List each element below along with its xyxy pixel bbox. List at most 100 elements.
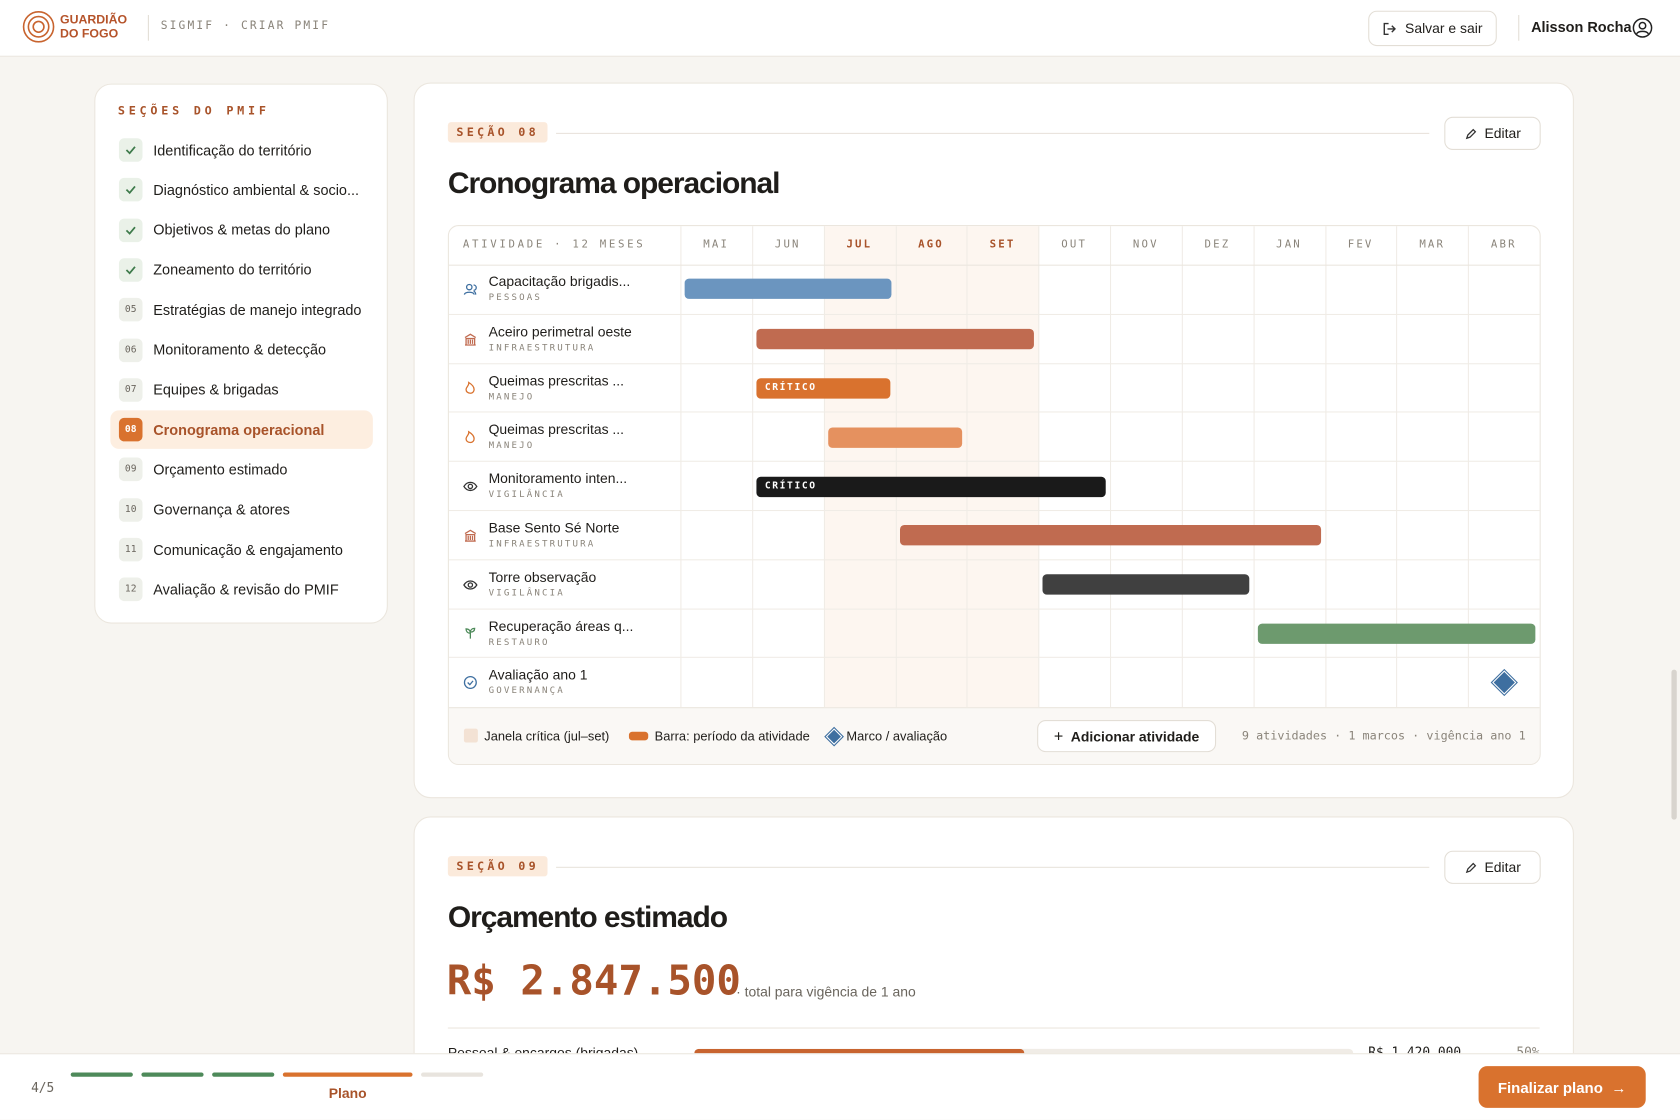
nav-number: 07: [124, 384, 137, 396]
activity-row: Aceiro perimetral oeste INFRAESTRUTURA: [448, 313, 1540, 364]
icon-path: [463, 284, 477, 295]
top-bar: GUARDIÃO DO FOGO SIGMIF · CRIAR PMIF Sal…: [0, 0, 1680, 57]
nav-label: Governança & atores: [153, 501, 290, 518]
logo: [22, 10, 55, 43]
nav-number: 06: [124, 344, 137, 356]
month-label: DEZ: [1204, 238, 1231, 251]
avatar-body: [1635, 30, 1650, 35]
legend-label: Janela crítica (jul–set): [484, 728, 610, 744]
nav-item[interactable]: 05 Estratégias de manejo integrado: [110, 291, 373, 330]
budget-total: R$ 2.847.500: [446, 956, 741, 1004]
activity-name: Recuperação áreas q...: [488, 617, 634, 634]
critical-column: [823, 226, 897, 708]
save-button[interactable]: Salvar e sair: [1368, 10, 1497, 47]
section-tag: SEÇÃO 08: [447, 122, 548, 143]
stepper: Plano: [70, 1072, 489, 1105]
month-column: [1181, 226, 1255, 708]
nav-number: 05: [124, 304, 137, 316]
scrollbar[interactable]: [1671, 669, 1677, 820]
nav-label: Estratégias de manejo integrado: [153, 301, 362, 318]
nav-icon: 09: [118, 457, 143, 482]
nav-icon: [118, 138, 143, 162]
icon-path: [463, 481, 478, 492]
check-icon: [125, 146, 136, 155]
activity-bar: CRÍTICO: [756, 476, 1106, 497]
month-column: [1038, 226, 1111, 708]
nav-number: 08: [124, 424, 137, 436]
icon-path: [125, 146, 136, 155]
icon-path: [1465, 128, 1476, 139]
month-column: [1110, 226, 1183, 708]
divider: [147, 15, 149, 41]
nav-number: 09: [124, 464, 137, 476]
edit-label: Editar: [1484, 859, 1521, 876]
breadcrumb: SIGMIF · CRIAR PMIF: [160, 19, 331, 33]
critical-column: [966, 226, 1040, 708]
activity-icon: [463, 676, 477, 690]
nav-number: 10: [124, 504, 137, 516]
nav-item[interactable]: 08 Cronograma operacional: [110, 410, 373, 450]
nav-item[interactable]: Objetivos & metas do plano: [110, 211, 373, 250]
nav-icon: 12: [118, 577, 143, 602]
nav-item[interactable]: 12 Avaliação & revisão do PMIF: [110, 570, 373, 609]
nav-icon: 06: [118, 338, 143, 362]
nav-label: Equipes & brigadas: [153, 381, 279, 398]
nav-item[interactable]: Zoneamento do território: [110, 251, 373, 290]
step-counter: 4/5: [31, 1080, 55, 1096]
edit-button[interactable]: Editar: [1444, 116, 1541, 151]
icon-path: [467, 483, 474, 490]
month-label: ABR: [1490, 238, 1517, 251]
month-label: FEV: [1347, 238, 1374, 251]
edit-button[interactable]: Editar: [1444, 850, 1541, 884]
month-label: SET: [989, 238, 1016, 251]
avatar-head: [1638, 21, 1647, 30]
nav-label: Comunicação & engajamento: [153, 541, 343, 558]
icon-path: [464, 529, 477, 542]
budget-track: [694, 1048, 1354, 1058]
activity-row: Queimas prescritas ... MANEJO: [448, 411, 1540, 462]
budget-bar: [694, 1048, 1024, 1058]
nav-item[interactable]: 06 Monitoramento & detecção: [110, 331, 373, 370]
nav-item[interactable]: 07 Equipes & brigadas: [110, 370, 373, 409]
icon-path: [465, 283, 473, 291]
pencil-icon: [1465, 862, 1476, 873]
logo-ring: [32, 20, 45, 33]
activity-category: PESSOAS: [488, 292, 542, 304]
finish-button[interactable]: Finalizar plano →: [1478, 1066, 1646, 1108]
activity-row: Base Sento Sé Norte INFRAESTRUTURA: [448, 510, 1540, 560]
divider: [1518, 15, 1520, 41]
step-bar: [212, 1072, 275, 1077]
legend-swatch: [463, 728, 478, 743]
rule: [556, 132, 1430, 134]
save-label: Salvar e sair: [1405, 20, 1483, 37]
nav-item[interactable]: 09 Orçamento estimado: [110, 450, 373, 489]
month-column: [1253, 226, 1326, 708]
activity-name: Torre observação: [488, 568, 597, 585]
nav-item[interactable]: Identificação do território: [110, 131, 373, 170]
user-name[interactable]: Alisson Rocha: [1531, 19, 1632, 36]
nav-icon: 11: [118, 537, 143, 562]
icon-path: [467, 680, 474, 686]
add-activity-button[interactable]: + Adicionar atividade: [1037, 720, 1217, 753]
nav-label: Identificação do território: [153, 141, 312, 159]
avatar[interactable]: [1632, 17, 1653, 38]
rule: [556, 866, 1430, 868]
nav-item[interactable]: 10 Governança & atores: [110, 490, 373, 529]
bar-label: CRÍTICO: [764, 480, 817, 492]
milestone: [1491, 670, 1516, 695]
nav-item[interactable]: Diagnóstico ambiental & socio...: [110, 171, 373, 210]
check-icon: [125, 186, 136, 195]
check-icon: [125, 226, 136, 235]
legend-label: Barra: período da atividade: [654, 728, 810, 744]
nav-icon: 08: [118, 417, 143, 442]
activity-category: MANEJO: [488, 391, 535, 403]
icon-path: [463, 676, 477, 690]
check-icon: [125, 266, 136, 275]
activity-name: Capacitação brigadis...: [488, 273, 631, 290]
step-bar: [421, 1072, 484, 1077]
month-column: [1324, 226, 1398, 708]
nav-item[interactable]: 11 Comunicação & engajamento: [110, 530, 373, 569]
nav-label: Avaliação & revisão do PMIF: [153, 581, 339, 598]
activity-category: MANEJO: [488, 440, 535, 452]
